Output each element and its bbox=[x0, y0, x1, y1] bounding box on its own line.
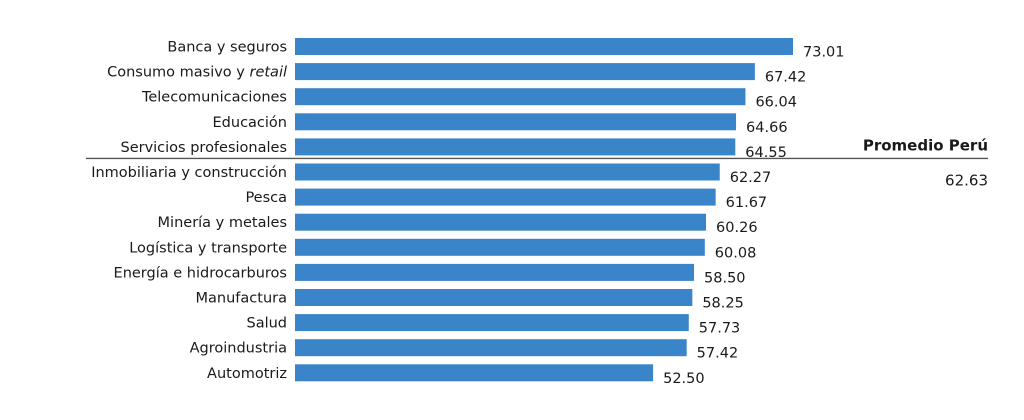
category-label-11: Salud bbox=[246, 316, 287, 332]
value-label-7: 60.26 bbox=[716, 220, 758, 236]
value-label-13: 52.50 bbox=[663, 371, 705, 387]
category-label-4: Servicios profesionales bbox=[120, 140, 287, 156]
bar-2 bbox=[295, 88, 746, 106]
category-label-5: Inmobiliaria y construcción bbox=[91, 165, 287, 181]
bar-6 bbox=[295, 188, 716, 206]
bar-0 bbox=[295, 38, 793, 55]
category-label-6: Pesca bbox=[245, 190, 287, 206]
bar-8 bbox=[295, 238, 705, 256]
category-label-9: Energía e hidrocarburos bbox=[114, 265, 287, 281]
category-label-3: Educación bbox=[213, 115, 287, 131]
category-label-12: Agroindustria bbox=[190, 341, 287, 357]
category-labels: Banca y seguros Consumo masivo y retail Te… bbox=[91, 40, 287, 382]
category-label-13: Automotriz bbox=[207, 366, 287, 382]
category-label-7: Minería y metales bbox=[158, 215, 287, 231]
bar-3 bbox=[295, 113, 737, 131]
bars bbox=[295, 38, 793, 382]
category-label-10: Manufactura bbox=[196, 291, 287, 307]
average-title: Promedio Perú bbox=[863, 136, 988, 154]
bar-1 bbox=[295, 63, 755, 81]
value-label-6: 61.67 bbox=[726, 195, 768, 211]
category-label-2: Telecomunicaciones bbox=[141, 90, 287, 106]
bar-12 bbox=[295, 339, 687, 357]
value-label-5: 62.27 bbox=[730, 170, 772, 186]
bar-11 bbox=[295, 314, 689, 332]
value-label-9: 58.50 bbox=[704, 270, 746, 286]
bar-7 bbox=[295, 213, 707, 231]
value-label-11: 57.73 bbox=[699, 321, 741, 337]
value-label-3: 64.66 bbox=[746, 120, 788, 136]
category-label-8: Logística y transporte bbox=[129, 240, 287, 256]
average-value: 62.63 bbox=[945, 171, 988, 189]
bar-10 bbox=[295, 289, 693, 306]
bar-4 bbox=[295, 138, 736, 156]
value-label-10: 58.25 bbox=[702, 296, 744, 312]
category-label-1: Consumo masivo y retail bbox=[107, 65, 287, 81]
value-label-2: 66.04 bbox=[755, 95, 797, 111]
bar-9 bbox=[295, 263, 695, 281]
value-label-4: 64.55 bbox=[745, 145, 787, 161]
bar-5 bbox=[295, 163, 720, 181]
value-labels: 73.01 67.42 66.04 64.66 64.55 62.27 61.67 60.26… bbox=[663, 45, 844, 387]
category-label-0: Banca y seguros bbox=[167, 40, 287, 56]
value-label-8: 60.08 bbox=[715, 245, 757, 261]
bar-13 bbox=[295, 364, 654, 382]
value-label-0: 73.01 bbox=[803, 45, 845, 61]
value-label-12: 57.42 bbox=[697, 346, 739, 362]
value-label-1: 67.42 bbox=[765, 70, 807, 86]
